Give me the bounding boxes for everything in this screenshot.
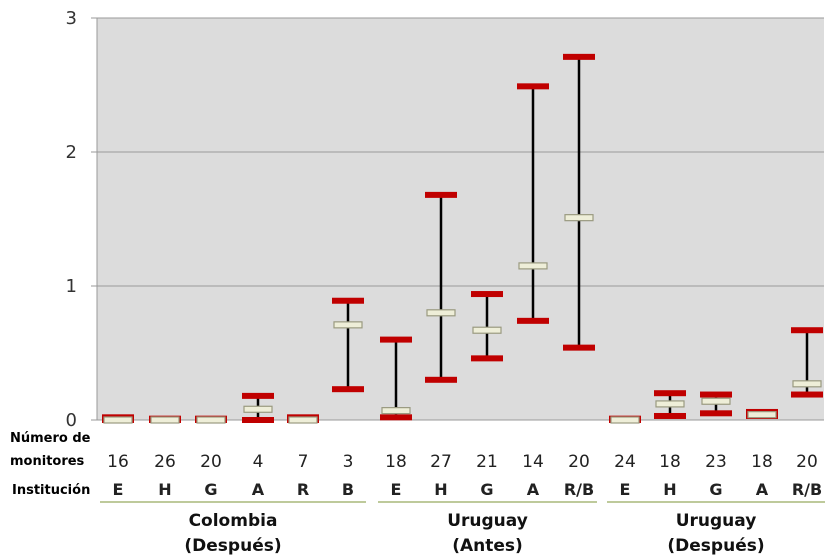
median-marker (655, 400, 685, 408)
group-name-line1: Uruguay (447, 511, 528, 531)
median-marker (747, 411, 777, 419)
median-marker (381, 407, 411, 415)
median-marker (288, 416, 318, 424)
institution-label: E (620, 480, 631, 499)
y-tick-label: 2 (66, 142, 77, 163)
lower-cap (517, 317, 549, 324)
institution-label: R/B (792, 480, 822, 499)
institution-label: H (663, 480, 676, 499)
median-marker (610, 416, 640, 424)
lower-cap (654, 412, 686, 419)
upper-cap (700, 391, 732, 398)
group-name-line2: (Antes) (452, 536, 523, 556)
institution-label: H (158, 480, 171, 499)
n-monitors-label: 3 (343, 452, 354, 472)
upper-cap (563, 53, 595, 60)
lower-cap (380, 414, 412, 421)
n-monitors-label: 20 (568, 452, 590, 472)
lower-cap (471, 355, 503, 362)
n-monitors-label: 26 (154, 452, 176, 472)
group-name-line1: Uruguay (676, 511, 757, 531)
upper-cap (654, 390, 686, 397)
n-monitors-label: 24 (614, 452, 636, 472)
n-monitors-label: 7 (298, 452, 309, 472)
institution-label: G (204, 480, 217, 499)
institution-label: G (709, 480, 722, 499)
institution-label: R (297, 480, 309, 499)
row-label-n-line1: Número de (10, 431, 91, 446)
group-name-line1: Colombia (189, 511, 278, 531)
lower-cap (332, 386, 364, 393)
median-marker (792, 380, 822, 388)
n-monitors-label: 18 (751, 452, 773, 472)
median-marker (150, 416, 180, 424)
y-tick-label: 1 (66, 276, 77, 297)
median-marker (333, 321, 363, 329)
upper-cap (471, 291, 503, 298)
upper-cap (517, 83, 549, 90)
group-name-line2: (Después) (184, 536, 281, 556)
institution-label: A (527, 480, 540, 499)
n-monitors-label: 18 (385, 452, 407, 472)
n-monitors-label: 14 (522, 452, 544, 472)
n-monitors-label: 20 (200, 452, 222, 472)
lower-cap (700, 410, 732, 417)
upper-cap (425, 191, 457, 198)
y-tick-label: 0 (66, 410, 77, 431)
group-name-line2: (Después) (667, 536, 764, 556)
institution-label: A (756, 480, 769, 499)
lower-cap (791, 391, 823, 398)
n-monitors-label: 18 (659, 452, 681, 472)
lower-cap (242, 417, 274, 423)
institution-label: A (252, 480, 265, 499)
median-marker (518, 262, 548, 270)
upper-cap (791, 327, 823, 334)
upper-cap (380, 336, 412, 343)
upper-cap (332, 297, 364, 304)
n-monitors-label: 4 (253, 452, 264, 472)
n-monitors-label: 23 (705, 452, 727, 472)
n-monitors-label: 21 (476, 452, 498, 472)
institution-label: G (480, 480, 493, 499)
row-label-institution: Institución (12, 483, 90, 498)
row-label-n-line2: monitores (10, 454, 85, 469)
n-monitors-label: 20 (796, 452, 818, 472)
institution-label: H (434, 480, 447, 499)
y-tick-label: 3 (66, 8, 77, 29)
institution-label: E (113, 480, 124, 499)
lower-cap (563, 344, 595, 351)
median-marker (564, 214, 594, 222)
n-monitors-label: 27 (430, 452, 452, 472)
lower-cap (425, 376, 457, 383)
median-marker (243, 405, 273, 413)
median-marker (426, 309, 456, 317)
institution-label: B (342, 480, 354, 499)
institution-label: R/B (564, 480, 594, 499)
median-marker (472, 326, 502, 334)
n-monitors-label: 16 (107, 452, 129, 472)
upper-cap (242, 392, 274, 399)
median-marker (701, 397, 731, 405)
institution-label: E (391, 480, 402, 499)
median-marker (103, 416, 133, 424)
plot-area (97, 18, 824, 420)
median-marker (196, 416, 226, 424)
